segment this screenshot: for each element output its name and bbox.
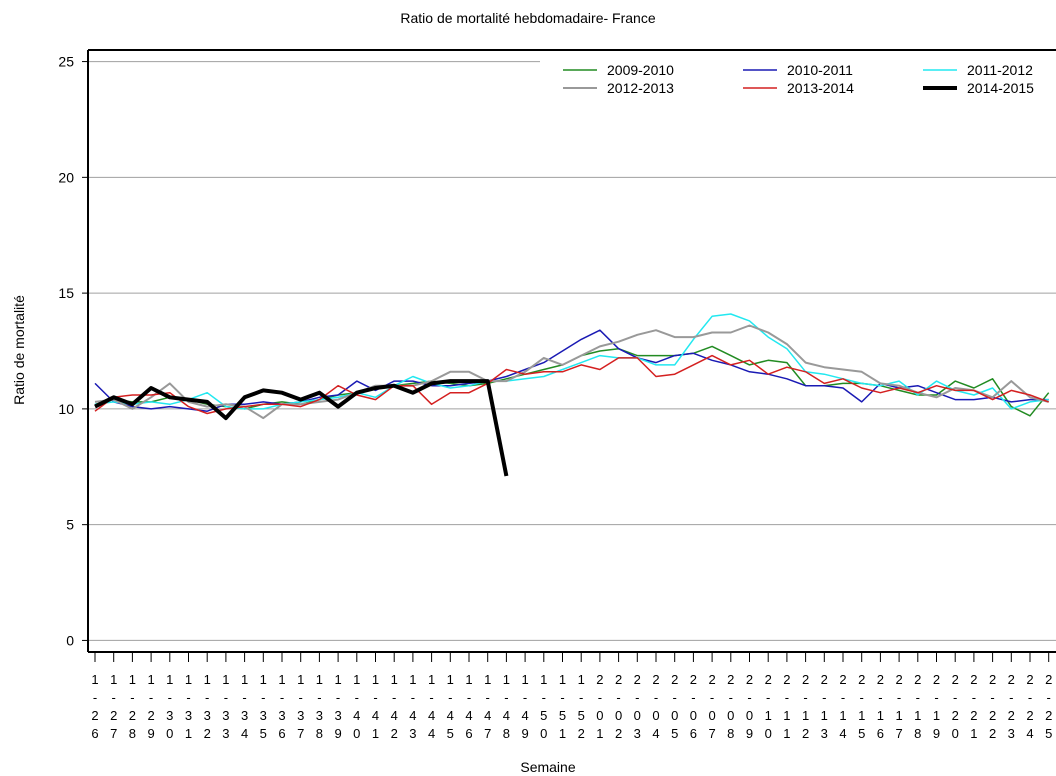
series-line — [94, 354, 1049, 415]
x-tick-label: 1-43 — [405, 672, 420, 744]
y-tick-label: 15 — [58, 285, 74, 301]
series-line — [94, 313, 1049, 410]
x-tick-label: 1-32 — [200, 672, 215, 744]
x-tick-label: 1-45 — [443, 672, 458, 744]
x-tick-label: 2-11 — [779, 672, 794, 744]
x-tick-label: 1-41 — [368, 672, 383, 744]
legend-label: 2014-2015 — [967, 80, 1034, 96]
x-tick-label: 1-49 — [518, 672, 533, 744]
x-tick-label: 2-17 — [892, 672, 907, 744]
x-tick-label: 1-40 — [349, 672, 364, 744]
x-tick-label: 2-14 — [836, 672, 851, 744]
x-tick-label: 2-18 — [910, 672, 925, 744]
x-tick-label: 2-03 — [630, 672, 645, 744]
x-tick-label: 1-51 — [555, 672, 570, 744]
x-tick-label: 1-36 — [275, 672, 290, 744]
x-tick-label: 1-39 — [331, 672, 346, 744]
x-axis-label: Semaine — [520, 759, 575, 775]
y-tick-label: 25 — [58, 54, 74, 70]
x-tick-label: 2-08 — [723, 672, 738, 744]
x-tick-label: 2-19 — [929, 672, 944, 744]
y-tick-label: 20 — [58, 169, 74, 185]
x-tick-label: 2-25 — [1041, 672, 1056, 744]
x-tick-label: 1-30 — [162, 672, 177, 744]
series-line — [94, 329, 1049, 412]
legend-label: 2012-2013 — [607, 80, 674, 96]
legend-box — [540, 56, 1056, 100]
x-tick-label: 1-34 — [237, 672, 252, 744]
x-tick-label: 1-31 — [181, 672, 196, 744]
legend-label: 2011-2012 — [967, 62, 1033, 78]
x-tick-label: 1-47 — [480, 672, 495, 744]
legend-label: 2010-2011 — [787, 62, 853, 78]
x-tick-label: 1-33 — [218, 672, 233, 744]
series-line — [94, 379, 509, 477]
x-tick-label: 2-04 — [649, 672, 664, 744]
x-tick-label: 1-26 — [88, 672, 103, 744]
x-tick-label: 2-06 — [686, 672, 701, 744]
x-tick-label: 1-52 — [574, 672, 589, 744]
x-tick-label: 1-29 — [144, 672, 159, 744]
x-tick-label: 2-22 — [985, 672, 1000, 744]
x-tick-label: 1-37 — [293, 672, 308, 744]
x-tick-label: 1-44 — [424, 672, 439, 744]
x-tick-label: 2-21 — [966, 672, 981, 744]
x-tick-label: 1-27 — [106, 672, 121, 744]
y-tick-label: 10 — [58, 401, 74, 417]
x-tick-label: 1-48 — [499, 672, 514, 744]
x-tick-label: 2-23 — [1004, 672, 1019, 744]
series-line — [94, 324, 1049, 420]
x-tick-label: 2-05 — [667, 672, 682, 744]
legend: 2009-2010 2010-2011 2011-2012 2012-2013 2013… — [540, 56, 1056, 100]
y-tick-label: 0 — [66, 632, 74, 648]
x-tick-label: 2-01 — [592, 672, 607, 744]
x-tick-label: 1-46 — [462, 672, 477, 744]
legend-label: 2009-2010 — [607, 62, 674, 78]
x-tick-label: 1-42 — [387, 672, 402, 744]
x-tick-label: 2-07 — [705, 672, 720, 744]
x-tick-label: 1-50 — [536, 672, 551, 744]
x-tick-label: 2-12 — [798, 672, 813, 744]
x-tick-label: 2-20 — [948, 672, 963, 744]
x-tick-label: 1-28 — [125, 672, 140, 744]
y-tick-label: 5 — [66, 517, 74, 533]
x-tick-label: 2-02 — [611, 672, 626, 744]
chart-title: Ratio de mortalité hebdomadaire- France — [400, 10, 655, 26]
x-tick-label: 2-09 — [742, 672, 757, 744]
x-tick-label: 2-10 — [761, 672, 776, 744]
x-tick-label: 2-24 — [1023, 672, 1038, 744]
x-tick-label: 1-38 — [312, 672, 327, 744]
x-tick-label: 2-16 — [873, 672, 888, 744]
y-axis-label: Ratio de mortalité — [11, 295, 27, 405]
x-tick-label: 2-15 — [854, 672, 869, 744]
x-tick-label: 2-13 — [817, 672, 832, 744]
x-tick-label: 1-35 — [256, 672, 271, 744]
legend-label: 2013-2014 — [787, 80, 854, 96]
